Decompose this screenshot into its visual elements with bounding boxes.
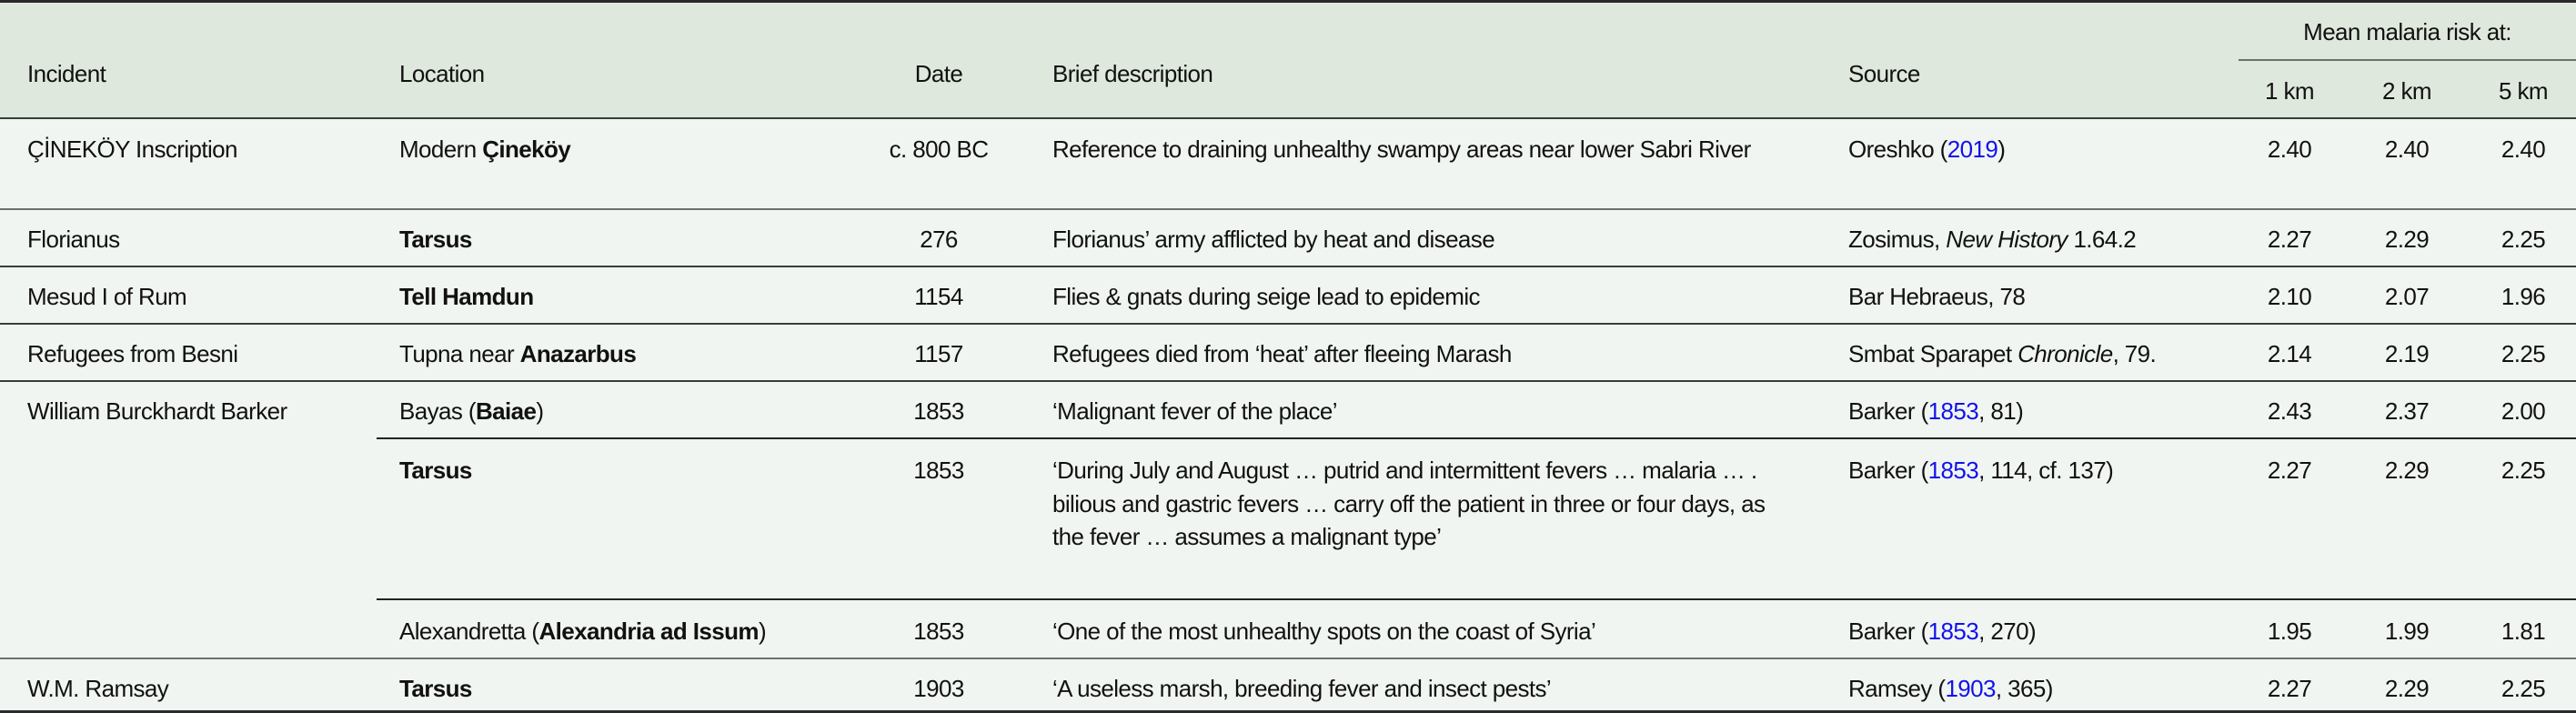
cell-date: 1903 (913, 675, 964, 702)
subrow-divider (377, 437, 2576, 439)
citation-link[interactable]: 2019 (1947, 136, 1998, 163)
cell-incident: ÇİNEKÖY Inscription (27, 136, 237, 163)
cell-risk-2km: 2.29 (2384, 457, 2430, 484)
cell-risk-1km: 2.27 (2267, 675, 2312, 702)
cell-source: Ramsey (1903, 365) (1848, 675, 2053, 702)
header-risk-1km: 1 km (2265, 77, 2315, 105)
citation-link[interactable]: 1903 (1945, 675, 1996, 702)
cell-incident: W.M. Ramsay (27, 675, 169, 702)
cell-date: 276 (920, 226, 958, 253)
cell-risk-1km: 2.14 (2267, 340, 2312, 367)
row-divider (0, 208, 2576, 210)
citation-link[interactable]: 1853 (1927, 397, 1979, 425)
cell-risk-2km: 2.29 (2384, 675, 2430, 702)
cell-risk-5km: 2.25 (2501, 226, 2546, 253)
cell-description: Florianus’ army afflicted by heat and di… (1052, 226, 1495, 253)
cell-risk-5km: 2.40 (2501, 136, 2546, 163)
header-risk-5km: 5 km (2499, 77, 2549, 105)
cell-source: Oreshko (2019) (1848, 136, 2006, 163)
header-incident: Incident (27, 60, 106, 87)
cell-location: Tell Hamdun (399, 283, 534, 310)
cell-source: Bar Hebraeus, 78 (1848, 283, 2026, 310)
cell-date: 1853 (913, 397, 964, 425)
cell-risk-1km: 2.43 (2267, 397, 2312, 425)
cell-date: c. 800 BC (889, 136, 989, 163)
header-date: Date (914, 60, 963, 87)
cell-description: Reference to draining unhealthy swampy a… (1052, 136, 1751, 163)
cell-date: 1853 (913, 457, 964, 484)
row-divider (0, 323, 2576, 325)
cell-description: Refugees died from ‘heat’ after fleeing … (1052, 340, 1512, 367)
cell-risk-2km: 2.29 (2384, 226, 2430, 253)
cell-location: Modern Çineköy (399, 136, 571, 163)
cell-source: Barker (1853, 81) (1848, 397, 2024, 425)
citation-link[interactable]: 1853 (1927, 457, 1979, 484)
cell-date: 1157 (914, 340, 963, 367)
cell-location: Tupna near Anazarbus (399, 340, 637, 367)
header-description: Brief description (1052, 60, 1213, 87)
cell-incident: Florianus (27, 226, 120, 253)
cell-risk-1km: 2.10 (2267, 283, 2312, 310)
cell-source: Zosimus, New History 1.64.2 (1848, 226, 2137, 253)
header-source: Source (1848, 60, 1920, 87)
cell-risk-2km: 2.40 (2384, 136, 2430, 163)
cell-date: 1853 (913, 618, 964, 645)
cell-risk-1km: 2.27 (2267, 457, 2312, 484)
table-bottom-rule (0, 710, 2576, 713)
cell-risk-2km: 1.99 (2384, 618, 2430, 645)
cell-incident: Refugees from Besni (27, 340, 238, 367)
cell-risk-2km: 2.07 (2384, 283, 2430, 310)
header-location: Location (399, 60, 485, 87)
header-risk-2km: 2 km (2382, 77, 2432, 105)
cell-risk-5km: 2.25 (2501, 457, 2546, 484)
cell-description: ‘Malignant fever of the place’ (1052, 397, 1338, 425)
cell-risk-2km: 2.37 (2384, 397, 2430, 425)
cell-source: Barker (1853, 114, cf. 137) (1848, 457, 2114, 484)
cell-description: ‘A useless marsh, breeding fever and ins… (1052, 675, 1552, 702)
cell-location: Bayas (Baiae) (399, 397, 544, 425)
cell-risk-5km: 1.81 (2501, 618, 2546, 645)
cell-location: Tarsus (399, 226, 472, 253)
citation-link[interactable]: 1853 (1927, 618, 1979, 645)
cell-description: ‘During July and August … putrid and int… (1052, 457, 1766, 550)
header-risk-group: Mean malaria risk at: (2303, 18, 2511, 45)
cell-location: Alexandretta (Alexandria ad Issum) (399, 618, 767, 645)
row-divider (0, 658, 2576, 659)
cell-source: Barker (1853, 270) (1848, 618, 2037, 645)
cell-risk-5km: 2.25 (2501, 340, 2546, 367)
cell-risk-1km: 2.40 (2267, 136, 2312, 163)
cell-risk-1km: 1.95 (2267, 618, 2312, 645)
cell-location: Tarsus (399, 675, 472, 702)
subrow-divider (377, 598, 2576, 600)
header-bottom-rule (0, 117, 2576, 119)
cell-risk-2km: 2.19 (2384, 340, 2430, 367)
row-divider (0, 380, 2576, 382)
cell-description: ‘One of the most unhealthy spots on the … (1052, 618, 1596, 645)
risk-group-rule (2239, 59, 2576, 61)
cell-incident: Mesud I of Rum (27, 283, 187, 310)
cell-risk-5km: 2.00 (2501, 397, 2546, 425)
row-divider (0, 266, 2576, 267)
cell-incident: William Burckhardt Barker (27, 397, 287, 425)
cell-source: Smbat Sparapet Chronicle, 79. (1848, 340, 2157, 367)
cell-risk-1km: 2.27 (2267, 226, 2312, 253)
cell-date: 1154 (914, 283, 963, 310)
cell-location: Tarsus (399, 457, 472, 484)
cell-description: Flies & gnats during seige lead to epide… (1052, 283, 1481, 310)
cell-risk-5km: 1.96 (2501, 283, 2546, 310)
cell-risk-5km: 2.25 (2501, 675, 2546, 702)
table-header (0, 0, 2576, 118)
